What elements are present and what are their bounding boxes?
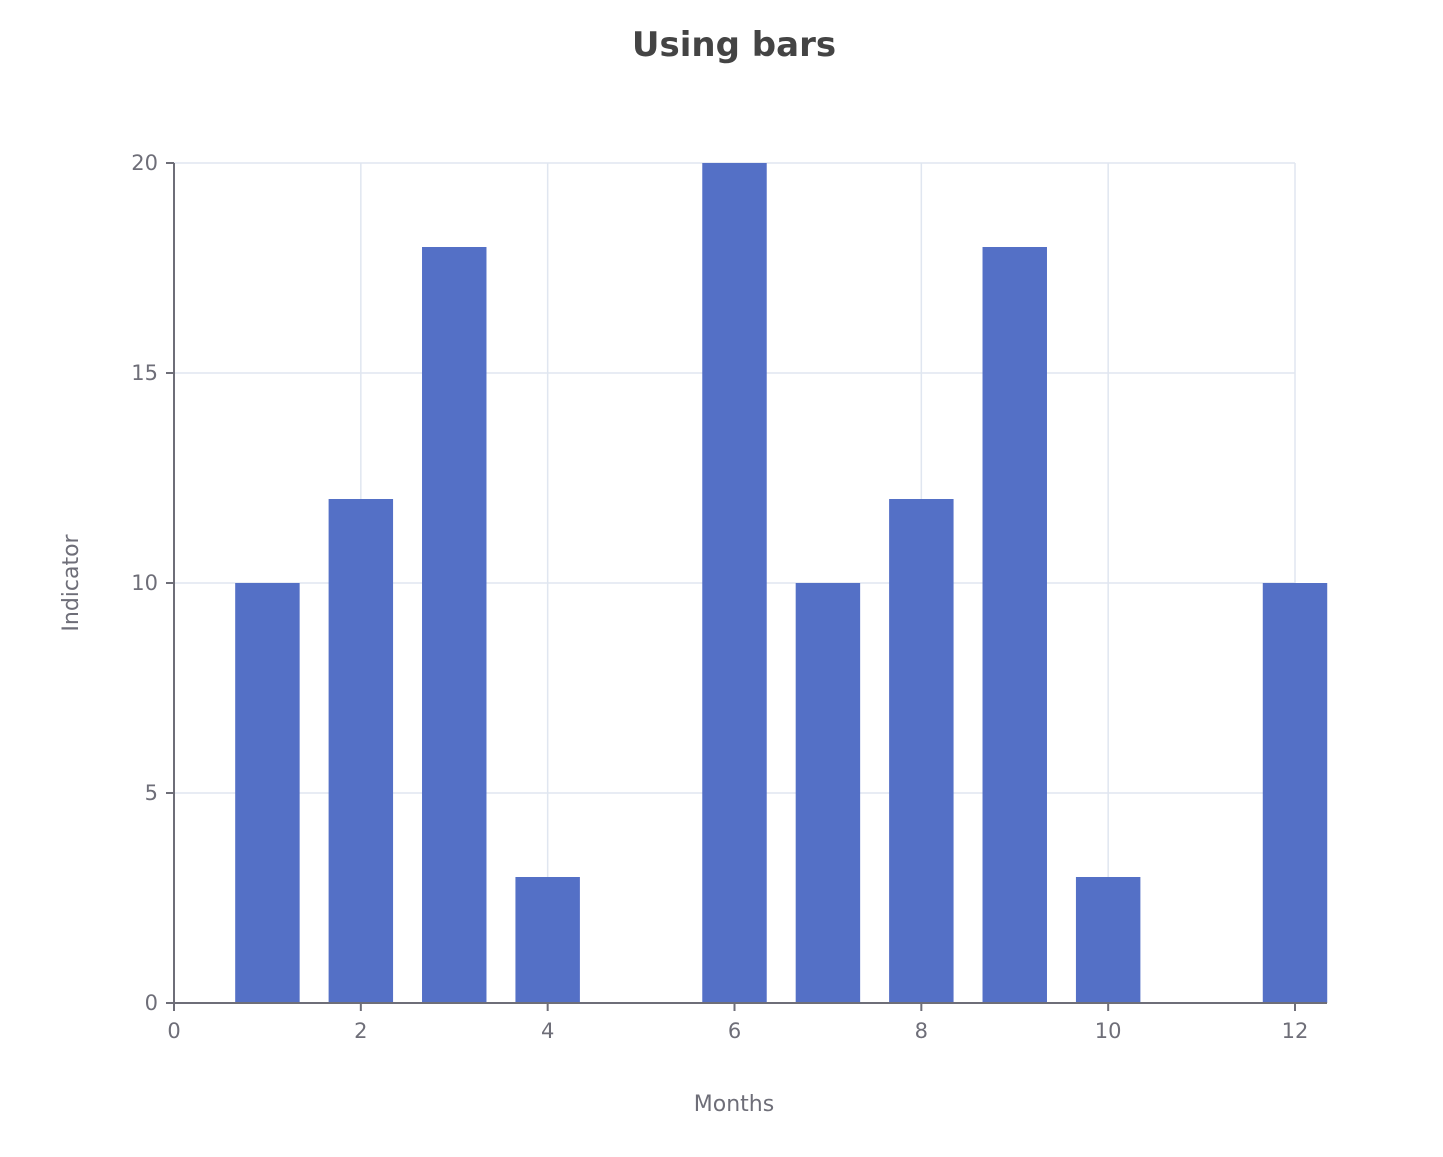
tick-labels: 0 5 10 15 20 0 2 4 6 8 10 12 [131,151,1308,1043]
bar[interactable] [795,583,861,1003]
x-tick-label: 6 [728,1019,741,1043]
y-tick-label: 20 [131,151,158,175]
y-tick-label: 15 [131,361,158,385]
bar[interactable] [982,247,1047,1003]
chart-title: Using bars [632,25,836,65]
x-tick-label: 10 [1095,1019,1122,1043]
bar[interactable] [1075,877,1141,1003]
y-tick-label: 5 [145,781,158,805]
bar[interactable] [235,583,300,1003]
x-tick-label: 0 [167,1019,180,1043]
bar[interactable] [515,877,580,1003]
x-tick-label: 8 [915,1019,928,1043]
x-tick-label: 12 [1282,1019,1309,1043]
bar[interactable] [328,499,394,1003]
bars [235,163,1328,1003]
bar[interactable] [702,163,767,1003]
x-axis-label: Months [694,1092,774,1117]
y-tick-label: 0 [145,991,158,1015]
x-tick-label: 2 [354,1019,367,1043]
y-axis-label: Indicator [59,533,84,631]
y-tick-label: 10 [131,571,158,595]
bar[interactable] [889,499,954,1003]
bar[interactable] [422,247,487,1003]
bar[interactable] [1262,583,1328,1003]
axes [166,162,1327,1011]
x-tick-label: 4 [541,1019,554,1043]
